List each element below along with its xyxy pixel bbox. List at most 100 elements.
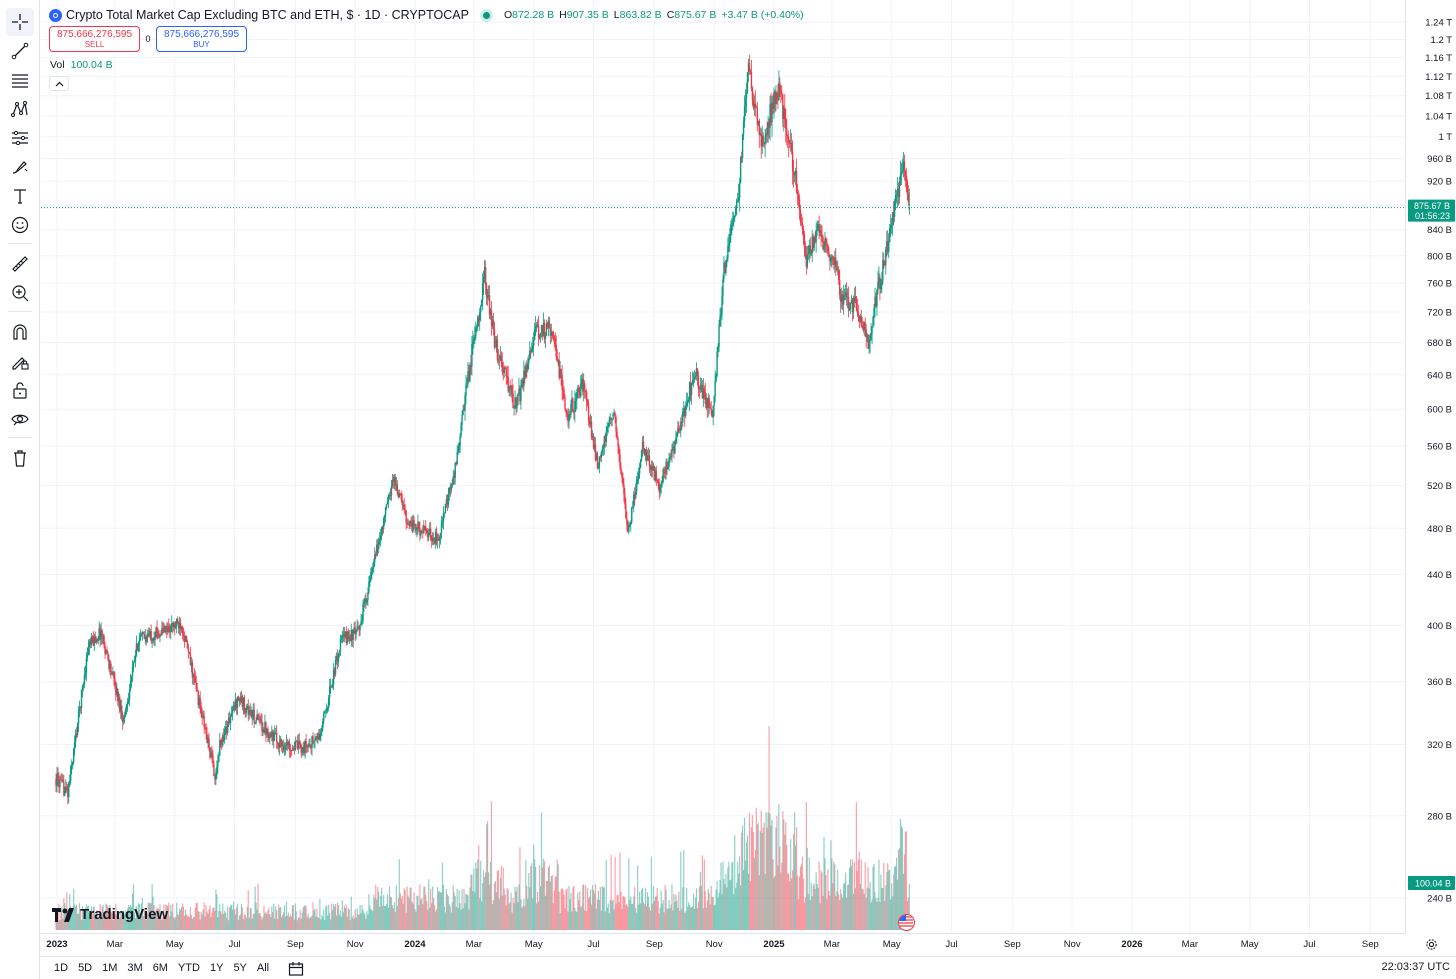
price-tick-label: 760 B <box>1427 279 1452 290</box>
volume-bar <box>383 906 386 930</box>
trend-line-icon[interactable] <box>6 37 34 65</box>
brush-icon[interactable] <box>6 153 34 181</box>
range-1y-button[interactable]: 1Y <box>209 962 224 974</box>
horizontal-lines-icon[interactable] <box>6 66 34 94</box>
crosshair-icon[interactable] <box>6 8 34 36</box>
volume-bar <box>507 889 509 930</box>
buy-button[interactable]: 875,666,276,595 BUY <box>156 26 247 52</box>
volume-bar <box>856 871 858 930</box>
collapse-legend-button[interactable] <box>49 76 69 91</box>
candle-body <box>460 424 462 436</box>
price-chart[interactable] <box>41 0 1405 933</box>
volume-bar <box>270 916 272 930</box>
volume-legend[interactable]: Vol 100.04 B <box>50 59 113 71</box>
volume-bar <box>820 870 822 930</box>
price-tick-label: 520 B <box>1427 481 1452 492</box>
range-1d-button[interactable]: 1D <box>54 962 69 974</box>
candle-body <box>639 459 642 469</box>
range-all-button[interactable]: All <box>256 962 270 974</box>
volume-bar <box>466 894 468 930</box>
range-6m-button[interactable]: 6M <box>152 962 168 974</box>
market-status-icon[interactable] <box>482 11 490 19</box>
volume-bar <box>172 903 174 930</box>
volume-bar <box>565 889 567 930</box>
candle-body <box>682 411 684 423</box>
chevron-up-icon <box>55 81 63 86</box>
volume-bar <box>91 913 93 930</box>
zoom-in-icon[interactable] <box>6 279 34 307</box>
candle-body <box>814 237 816 243</box>
candle-body <box>333 669 336 675</box>
candle-body <box>874 296 876 308</box>
emoji-icon[interactable] <box>6 211 34 239</box>
range-3m-button[interactable]: 3M <box>127 962 143 974</box>
candle-body <box>67 790 69 798</box>
candle-body <box>512 393 514 409</box>
gear-icon[interactable] <box>1422 936 1440 952</box>
range-ytd-button[interactable]: YTD <box>177 962 200 974</box>
candle-body <box>782 94 784 119</box>
candle-body <box>484 267 487 286</box>
volume-bar <box>548 865 550 930</box>
volume-bar <box>267 910 269 930</box>
tradingview-logo[interactable]: TradingView <box>52 906 168 923</box>
chart-pane[interactable] <box>41 0 1405 933</box>
candle-body <box>486 296 489 298</box>
candle-body <box>513 406 515 409</box>
candle-body <box>260 718 262 722</box>
magnet-icon[interactable] <box>6 318 34 346</box>
range-1m-button[interactable]: 1M <box>102 962 118 974</box>
eye-icon[interactable] <box>6 405 34 433</box>
candle-body <box>85 657 88 674</box>
range-5d-button[interactable]: 5D <box>78 962 93 974</box>
clock-text[interactable]: 22:03:37 UTC <box>1381 961 1450 973</box>
volume-bar <box>778 804 780 930</box>
volume-bar <box>881 888 883 930</box>
range-5y-button[interactable]: 5Y <box>233 962 247 974</box>
volume-bar <box>616 895 618 930</box>
trash-icon[interactable] <box>6 444 34 472</box>
volume-bar <box>289 914 292 930</box>
candle-body <box>842 295 845 305</box>
volume-bar <box>682 886 684 930</box>
volume-bar <box>244 915 246 930</box>
calendar-icon[interactable] <box>288 960 308 976</box>
pattern-icon[interactable] <box>6 95 34 123</box>
volume-bar <box>878 859 880 930</box>
time-axis[interactable]: 2023 Mar May Jul Sep Nov 2024 Mar May Jul Sep Nov 20… <box>41 933 1405 955</box>
candle-body <box>200 706 202 713</box>
volume-bar <box>850 865 853 930</box>
volume-bar <box>795 827 798 930</box>
fib-icon[interactable] <box>6 124 34 152</box>
candle-body <box>468 371 470 382</box>
volume-bar <box>467 895 469 930</box>
volume-bar <box>865 898 867 930</box>
candle-body <box>559 369 561 378</box>
candle-body <box>377 544 379 549</box>
candle-body <box>337 653 340 662</box>
volume-bar <box>863 893 865 930</box>
volume-bar <box>890 899 892 930</box>
candle-body <box>180 626 183 630</box>
us-flag-icon[interactable] <box>898 914 915 931</box>
symbol-title[interactable]: Crypto Total Market Cap Excluding BTC an… <box>66 8 469 22</box>
candle-body <box>140 634 143 637</box>
ruler-icon[interactable] <box>6 250 34 278</box>
price-tick-label: 1.04 T <box>1425 111 1452 122</box>
candle-body <box>564 398 566 410</box>
volume-bar <box>390 897 393 930</box>
candle-body <box>375 554 377 555</box>
candle-body <box>144 636 146 639</box>
unlock-icon[interactable] <box>6 376 34 404</box>
volume-bar <box>560 889 562 930</box>
sell-button[interactable]: 875,666,276,595 SELL <box>49 26 140 52</box>
volume-bar <box>266 913 268 930</box>
lock-drawings-icon[interactable] <box>6 347 34 375</box>
candle-body <box>459 435 461 447</box>
candle-body <box>86 654 89 658</box>
volume-bar <box>486 821 489 930</box>
text-icon[interactable] <box>6 182 34 210</box>
volume-bar <box>575 910 577 930</box>
candle-body <box>707 398 709 408</box>
